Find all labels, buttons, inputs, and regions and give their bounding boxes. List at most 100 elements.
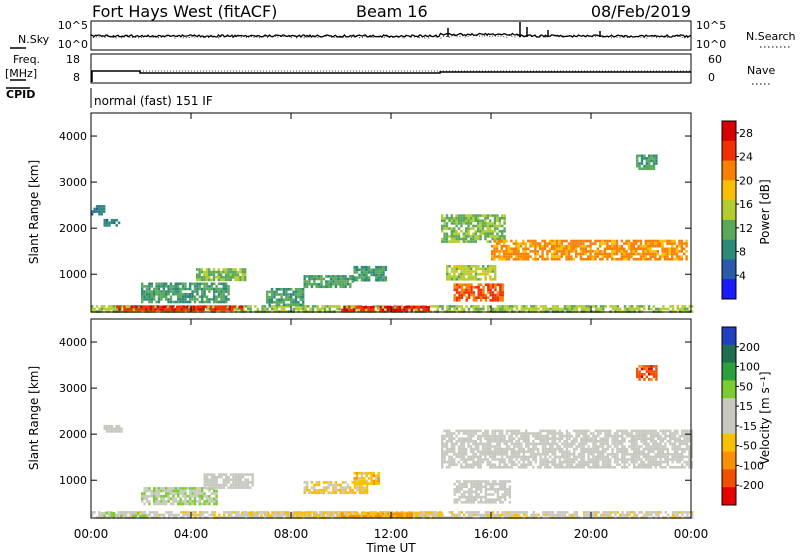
velocity-cell (189, 502, 192, 506)
velocity-cell (657, 445, 660, 448)
power-cell (189, 300, 192, 304)
power-cell (302, 298, 305, 301)
power-cell (577, 244, 580, 248)
power-cell (408, 306, 411, 309)
power-cell (179, 298, 182, 301)
power-cell (351, 280, 354, 283)
power-cell (268, 290, 271, 294)
velocity-cell (355, 474, 359, 478)
power-cell (596, 255, 599, 258)
power-cell (683, 247, 686, 251)
power-cell (578, 305, 581, 308)
velocity-cell (430, 511, 433, 515)
power-cell (678, 257, 681, 261)
power-cell (327, 282, 330, 286)
velocity-cell (625, 434, 629, 438)
velocity-cell (604, 450, 607, 453)
power-cell (611, 305, 615, 308)
power-cell (524, 247, 527, 251)
velocity-cell (623, 440, 626, 443)
velocity-cell (460, 501, 464, 504)
velocity-cell (215, 486, 218, 489)
power-cell (675, 247, 679, 251)
power-cell (455, 283, 459, 286)
velocity-cell (339, 488, 342, 492)
velocity-cell (160, 500, 163, 503)
velocity-cell (346, 511, 349, 515)
power-cell (273, 305, 276, 308)
nsky-spikes (447, 22, 601, 37)
power-cell (479, 229, 482, 233)
velocity-cell (110, 514, 113, 518)
power-cell (515, 242, 518, 245)
power-cell (458, 265, 461, 268)
velocity-cell (162, 489, 165, 493)
power-cell (465, 235, 468, 238)
velocity-cell (539, 455, 542, 459)
velocity-cell (237, 486, 240, 489)
power-cell (396, 306, 399, 309)
velocity-cell (558, 434, 561, 438)
power-cell (283, 307, 286, 311)
power-cell (493, 250, 496, 253)
power-cell (319, 307, 322, 311)
velocity-cell (683, 447, 686, 451)
power-cell (515, 305, 519, 308)
power-colorbar-tick-label: 4 (739, 269, 746, 282)
power-colorbar-tick-label: 16 (739, 198, 753, 211)
velocity-cell (501, 447, 504, 451)
power-cell (652, 157, 656, 160)
power-cell (551, 307, 555, 311)
power-cell (539, 255, 542, 258)
velocity-cell (251, 473, 254, 476)
velocity-cell (556, 463, 559, 466)
velocity-cell (455, 490, 459, 494)
velocity-cell (501, 434, 504, 438)
velocity-cell (690, 445, 693, 448)
velocity-cell (547, 511, 550, 514)
velocity-cell (105, 430, 109, 433)
power-cell (563, 250, 566, 253)
velocity-cell (458, 480, 461, 483)
velocity-cell (193, 502, 197, 506)
power-cell (542, 307, 545, 311)
power-cell (539, 244, 542, 248)
power-cell (463, 291, 466, 294)
velocity-cell (141, 500, 144, 503)
velocity-cell (673, 442, 677, 446)
velocity-cell (160, 487, 163, 490)
velocity-cell (589, 458, 593, 461)
velocity-cell (375, 479, 378, 483)
velocity-cell (508, 445, 511, 448)
velocity-cell (203, 481, 206, 484)
velocity-cell (671, 432, 674, 435)
velocity-cell (566, 511, 569, 514)
velocity-cell (527, 442, 530, 446)
power-cell (427, 306, 430, 309)
power-cell (613, 244, 616, 248)
velocity-cell (585, 434, 588, 438)
power-cell (503, 237, 506, 241)
power-cell (477, 286, 480, 289)
velocity-cell (534, 442, 537, 446)
velocity-cell (577, 463, 581, 466)
velocity-cell (501, 466, 504, 469)
power-cell (652, 159, 656, 163)
velocity-cell (688, 453, 691, 456)
velocity-cell (146, 513, 149, 517)
power-cell (465, 214, 468, 217)
power-cell (227, 287, 230, 291)
velocity-cell (582, 440, 585, 443)
power-cell (453, 265, 456, 268)
power-cell (522, 239, 525, 243)
power-cell (659, 307, 663, 311)
velocity-cell (157, 500, 161, 503)
velocity-cell (469, 434, 473, 438)
velocity-cell (329, 514, 333, 517)
velocity-cell (539, 437, 542, 440)
velocity-cell (594, 437, 597, 440)
power-cell (358, 276, 361, 279)
velocity-cell (455, 488, 459, 491)
power-cell (332, 280, 335, 283)
velocity-cell (606, 453, 609, 456)
